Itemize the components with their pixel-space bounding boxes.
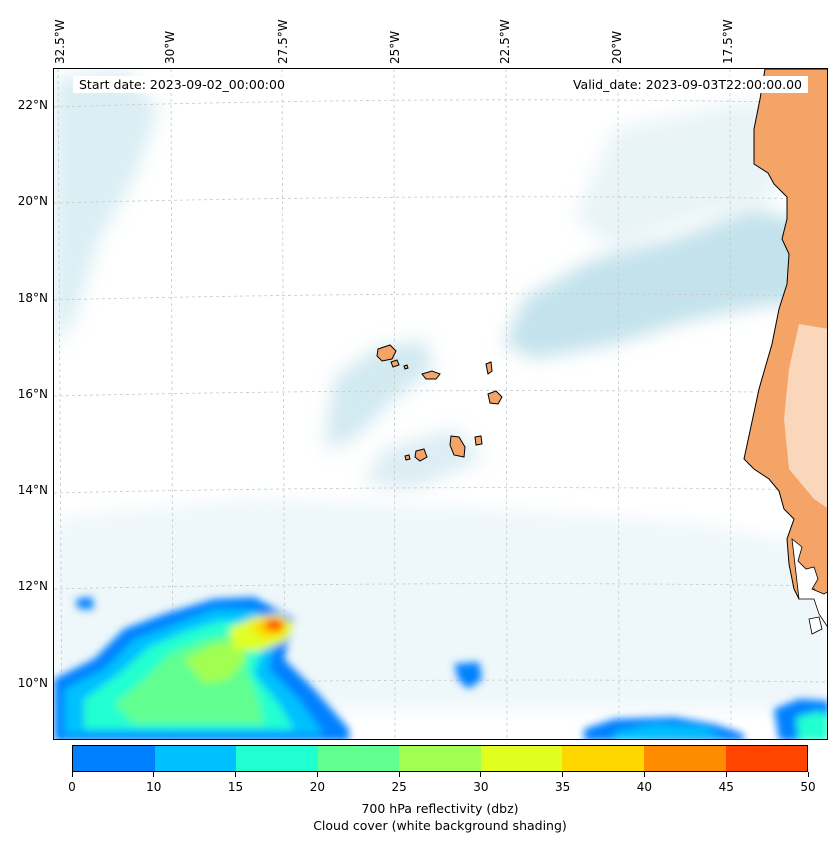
colorbar-tick-label: 45 — [718, 780, 734, 794]
colorbar-tick — [562, 772, 564, 777]
colorbar-tick-label: 30 — [473, 780, 489, 794]
lat-label-10n: 10°N — [17, 676, 48, 690]
island-boa-vista — [487, 390, 503, 405]
colorbar-segment-2 — [236, 746, 318, 771]
lon-label-20w: 20°W — [610, 30, 624, 64]
island-maio — [474, 435, 483, 446]
colorbar-segment-1 — [154, 746, 237, 771]
island-santo-antao — [376, 344, 397, 362]
colorbar-tick-label: 10 — [146, 780, 162, 794]
lon-label-32-5w: 32.5°W — [53, 19, 67, 64]
reflectivity-layer — [54, 597, 827, 739]
colorbar-tick — [643, 772, 645, 777]
guinea-coast — [791, 538, 827, 627]
colorbar-tick — [71, 772, 73, 777]
island-santa-luzia — [403, 364, 409, 370]
island-sao-nicolau — [421, 370, 441, 380]
lon-label-17-5w: 17.5°W — [721, 19, 735, 64]
cloud-west-band — [54, 69, 159, 349]
colorbar-label: 700 hPa reflectivity (dbz) — [361, 801, 519, 816]
island-santiago — [449, 435, 466, 458]
colorbar-tick — [153, 772, 155, 777]
cloud-east-upper — [574, 99, 784, 249]
colorbar-tick — [480, 772, 482, 777]
cape-verde-islands — [376, 344, 503, 462]
map-canvas — [54, 69, 827, 739]
reflectivity-se-cell-inner — [796, 711, 827, 739]
cloud-east-band — [504, 209, 827, 359]
colorbar-segment-5 — [480, 746, 563, 771]
start-date-label: Start date: 2023-09-02_00:00:00 — [73, 76, 291, 93]
lon-label-27-5w: 27.5°W — [276, 19, 290, 64]
lat-label-22n: 22°N — [17, 98, 48, 112]
lat-label-16n: 16°N — [17, 387, 48, 401]
reflectivity-core-50dbz — [264, 618, 286, 631]
lat-label-20n: 20°N — [17, 194, 48, 208]
colorbar-tick-label: 50 — [800, 780, 816, 794]
colorbar-segment-4 — [399, 746, 481, 771]
reflectivity-south-band-inner — [614, 724, 724, 739]
colorbar-tick-label: 0 — [68, 780, 76, 794]
colorbar-tick-label: 15 — [227, 780, 244, 794]
island-sao-vicente — [390, 359, 400, 368]
lat-label-14n: 14°N — [17, 483, 48, 497]
reflectivity-sw-35dbz — [184, 642, 246, 684]
colorbar-tick — [235, 772, 237, 777]
map-frame — [53, 68, 828, 740]
colorbar-tick — [398, 772, 400, 777]
lat-label-18n: 18°N — [17, 291, 48, 305]
colorbar — [72, 745, 808, 772]
colorbar-tick — [807, 772, 809, 777]
valid-date-label: Valid_date: 2023-09-03T22:00:00.00 — [566, 76, 808, 93]
colorbar-segment-3 — [317, 746, 400, 771]
colorbar-tick-label: 25 — [391, 780, 407, 794]
island-sal — [485, 361, 493, 375]
island-fogo — [414, 448, 428, 462]
colorbar-tick-label: 35 — [555, 780, 571, 794]
lon-label-22-5w: 22.5°W — [498, 19, 512, 64]
colorbar-segment-8 — [725, 746, 808, 771]
colorbar-sublabel: Cloud cover (white background shading) — [313, 818, 567, 833]
reflectivity-small-cell-1 — [76, 597, 94, 609]
colorbar-tick — [725, 772, 727, 777]
colorbar-tick-label: 20 — [309, 780, 325, 794]
colorbar-tick-label: 40 — [636, 780, 653, 794]
colorbar-segment-0 — [73, 746, 155, 771]
colorbar-tick — [316, 772, 318, 777]
colorbar-segment-7 — [643, 746, 726, 771]
lat-label-12n: 12°N — [17, 579, 48, 593]
lon-label-25w: 25°W — [388, 30, 402, 64]
colorbar-segment-6 — [562, 746, 644, 771]
lon-label-30w: 30°W — [163, 30, 177, 64]
coast-fade — [784, 324, 827, 508]
island-brava — [404, 454, 411, 461]
bissagos-islands — [808, 616, 823, 635]
reflectivity-small-cell-2 — [454, 662, 482, 689]
africa-land — [743, 69, 827, 635]
